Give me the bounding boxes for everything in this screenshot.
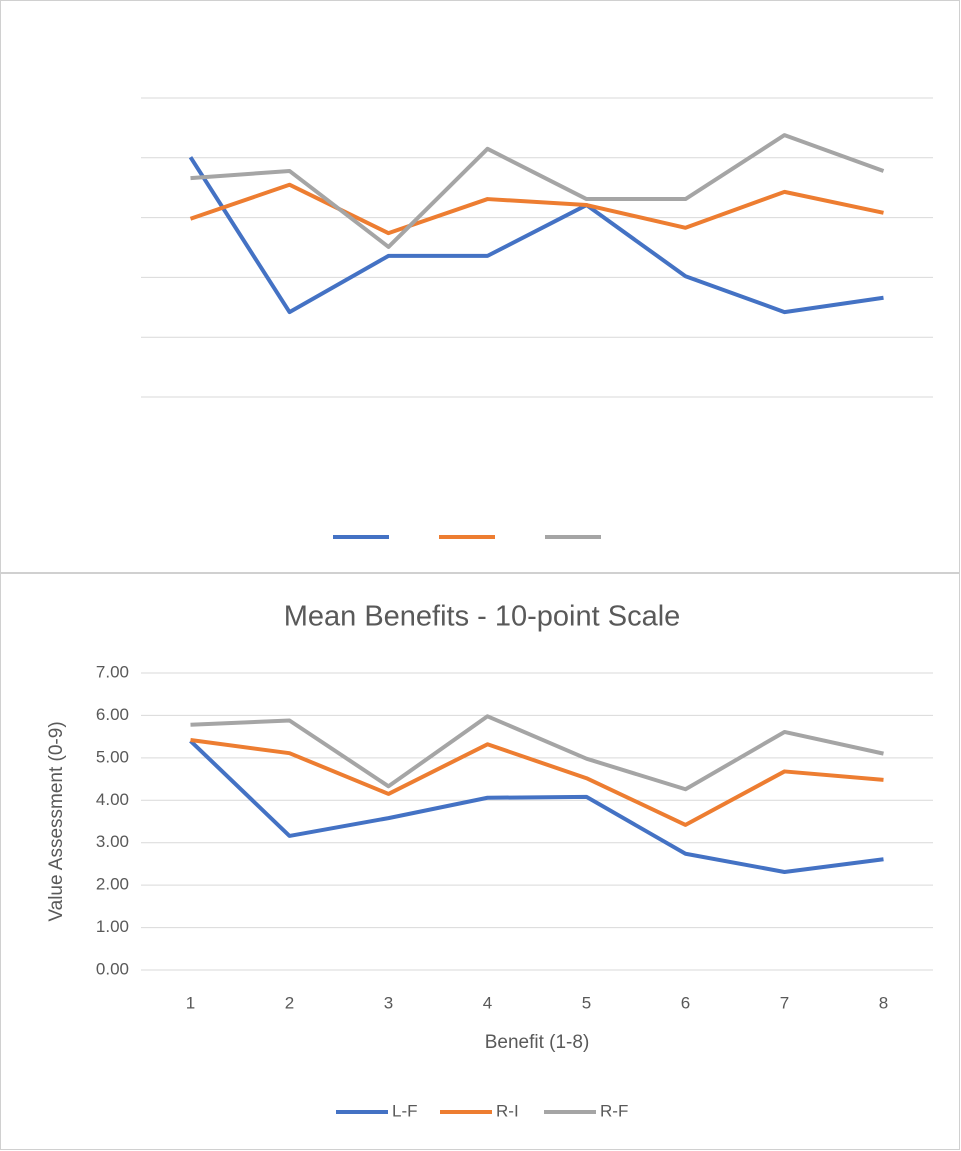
series-line [189,182,884,236]
x-tick-label: 7 [780,993,789,1012]
x-axis-title: Benefit (1-8) [485,1032,590,1053]
x-tick-label: 5 [582,993,591,1012]
legend-label: R-F [600,1101,628,1120]
series-line [190,714,884,792]
x-tick-label: 4 [483,993,492,1012]
x-tick-label: 8 [879,993,888,1012]
series-line [188,156,884,315]
panel-frame [0,573,960,1150]
y-tick-label: 3.00 [96,832,129,851]
chart-title: Mean Benefits - 10-point Scale [284,601,681,633]
legend-label: R-I [496,1101,519,1120]
series-line [190,738,884,827]
y-tick-label: 5.00 [96,747,129,766]
y-tick-label: 6.00 [96,705,129,724]
y-axis-title: Value Assessment (0-9) [46,721,67,921]
y-tick-label: 7.00 [96,662,129,681]
x-tick-label: 2 [285,993,294,1012]
series-line [190,133,885,249]
y-tick-label: 2.00 [96,875,129,894]
series-line [189,739,884,874]
legend-label: L-F [392,1101,418,1120]
x-tick-label: 6 [681,993,690,1012]
y-tick-label: 0.00 [96,959,129,978]
x-tick-label: 1 [186,993,195,1012]
panel-frame [0,0,960,573]
y-tick-label: 4.00 [96,790,129,809]
x-tick-label: 3 [384,993,393,1012]
y-tick-label: 1.00 [96,917,129,936]
